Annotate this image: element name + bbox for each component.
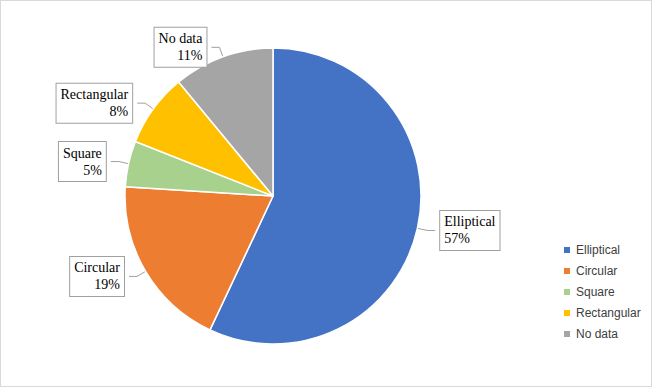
svg-text:Elliptical: Elliptical	[444, 214, 495, 229]
svg-text:No data: No data	[576, 327, 618, 341]
svg-text:Circular: Circular	[576, 264, 617, 278]
svg-text:No data: No data	[159, 31, 204, 46]
svg-text:57%: 57%	[444, 231, 470, 246]
svg-text:Elliptical: Elliptical	[576, 243, 620, 257]
svg-text:Square: Square	[63, 146, 102, 161]
svg-text:19%: 19%	[94, 277, 120, 292]
svg-text:11%: 11%	[177, 48, 202, 63]
svg-text:Square: Square	[576, 285, 615, 299]
svg-text:8%: 8%	[110, 104, 129, 119]
svg-text:5%: 5%	[83, 163, 102, 178]
svg-text:Rectangular: Rectangular	[61, 87, 129, 102]
svg-text:Circular: Circular	[74, 260, 120, 275]
svg-text:Rectangular: Rectangular	[576, 306, 641, 320]
